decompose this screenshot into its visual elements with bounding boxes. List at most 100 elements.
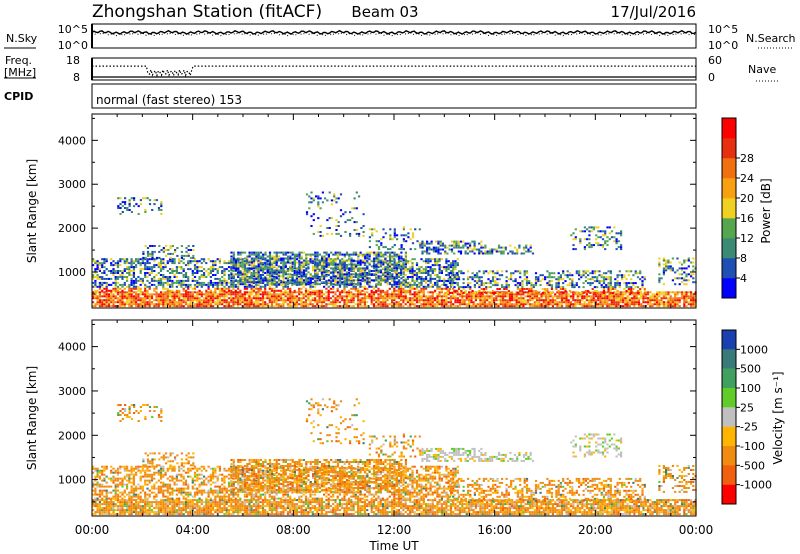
power-cell xyxy=(432,305,434,307)
power-cell xyxy=(411,274,413,276)
power-cell xyxy=(192,293,194,295)
power-cell xyxy=(106,301,108,303)
power-cell xyxy=(242,262,244,264)
power-cell xyxy=(420,288,422,290)
power-cell xyxy=(590,301,592,303)
power-cell xyxy=(251,286,253,288)
power-cell xyxy=(676,293,678,295)
power-cell xyxy=(221,293,223,295)
power-cell xyxy=(512,253,514,255)
power-cell xyxy=(439,260,441,262)
power-cell xyxy=(405,290,407,292)
power-cell xyxy=(328,274,330,276)
power-cell xyxy=(305,305,307,307)
power-cell xyxy=(604,240,606,242)
power-cell xyxy=(427,295,429,297)
power-cell xyxy=(106,297,108,299)
power-cell xyxy=(578,286,580,288)
power-cell xyxy=(661,301,663,303)
power-cell xyxy=(264,288,266,290)
power-cell xyxy=(452,303,454,305)
power-cell xyxy=(103,272,105,274)
power-cell xyxy=(357,277,359,279)
power-cell xyxy=(472,272,474,274)
power-cell xyxy=(597,230,599,232)
power-cell xyxy=(386,295,388,297)
power-cell xyxy=(267,260,269,262)
power-cell xyxy=(112,264,114,266)
power-cell xyxy=(477,295,479,297)
power-cell xyxy=(560,276,562,278)
power-cell xyxy=(351,260,353,262)
power-cell xyxy=(106,290,108,292)
power-cell xyxy=(273,295,275,297)
power-cell xyxy=(165,301,167,303)
power-cell xyxy=(305,301,307,303)
power-cell xyxy=(244,301,246,303)
power-cell xyxy=(346,281,348,283)
power-cell xyxy=(458,245,460,247)
power-cell xyxy=(637,276,639,278)
power-cell xyxy=(450,295,452,297)
power-cell xyxy=(426,251,428,253)
power-cell xyxy=(151,253,153,255)
power-cell xyxy=(240,277,242,279)
power-cell xyxy=(535,278,537,280)
power-cell xyxy=(443,278,445,280)
power-cell xyxy=(484,247,486,249)
power-cell xyxy=(423,301,425,303)
power-cell xyxy=(112,295,114,297)
power-cell xyxy=(337,299,339,301)
power-cell xyxy=(371,299,373,301)
power-cell xyxy=(339,277,341,279)
power-cell xyxy=(97,301,99,303)
power-cell xyxy=(364,291,366,293)
power-cell xyxy=(384,279,386,281)
power-cell xyxy=(343,288,345,290)
power-cell xyxy=(528,288,530,290)
power-cell xyxy=(396,301,398,303)
power-cell xyxy=(603,290,605,292)
power-cell xyxy=(635,286,637,288)
power-cell xyxy=(670,295,672,297)
power-cell xyxy=(158,266,160,268)
power-cell xyxy=(638,305,640,307)
power-cell xyxy=(194,266,196,268)
power-cell xyxy=(274,283,276,285)
power-cell xyxy=(442,243,444,245)
power-cell xyxy=(396,283,398,285)
power-cell xyxy=(587,290,589,292)
power-cell xyxy=(312,305,314,307)
power-cell xyxy=(326,264,328,266)
power-cell xyxy=(248,264,250,266)
power-cell xyxy=(538,299,540,301)
power-cell xyxy=(534,303,536,305)
power-cell xyxy=(486,297,488,299)
power-cell xyxy=(387,265,389,267)
power-cell xyxy=(375,254,377,256)
power-cell xyxy=(160,268,162,270)
power-cell xyxy=(128,295,130,297)
power-cell xyxy=(217,258,219,260)
power-cell xyxy=(271,301,273,303)
power-cell xyxy=(158,284,160,286)
power-cell xyxy=(239,301,241,303)
power-cell xyxy=(176,305,178,307)
power-cell xyxy=(607,270,609,272)
power-cell xyxy=(122,211,124,213)
power-cell xyxy=(357,297,359,299)
power-cell xyxy=(628,270,630,272)
power-cell xyxy=(688,291,690,293)
power-cell xyxy=(445,299,447,301)
power-cell xyxy=(160,295,162,297)
power-cell xyxy=(124,295,126,297)
power-cell xyxy=(629,303,631,305)
power-cell xyxy=(309,301,311,303)
power-cell xyxy=(137,258,139,260)
power-cell xyxy=(189,268,191,270)
power-cell xyxy=(171,260,173,262)
power-cell xyxy=(525,247,527,249)
power-cell xyxy=(454,299,456,301)
power-cell xyxy=(176,280,178,282)
power-cell xyxy=(540,284,542,286)
